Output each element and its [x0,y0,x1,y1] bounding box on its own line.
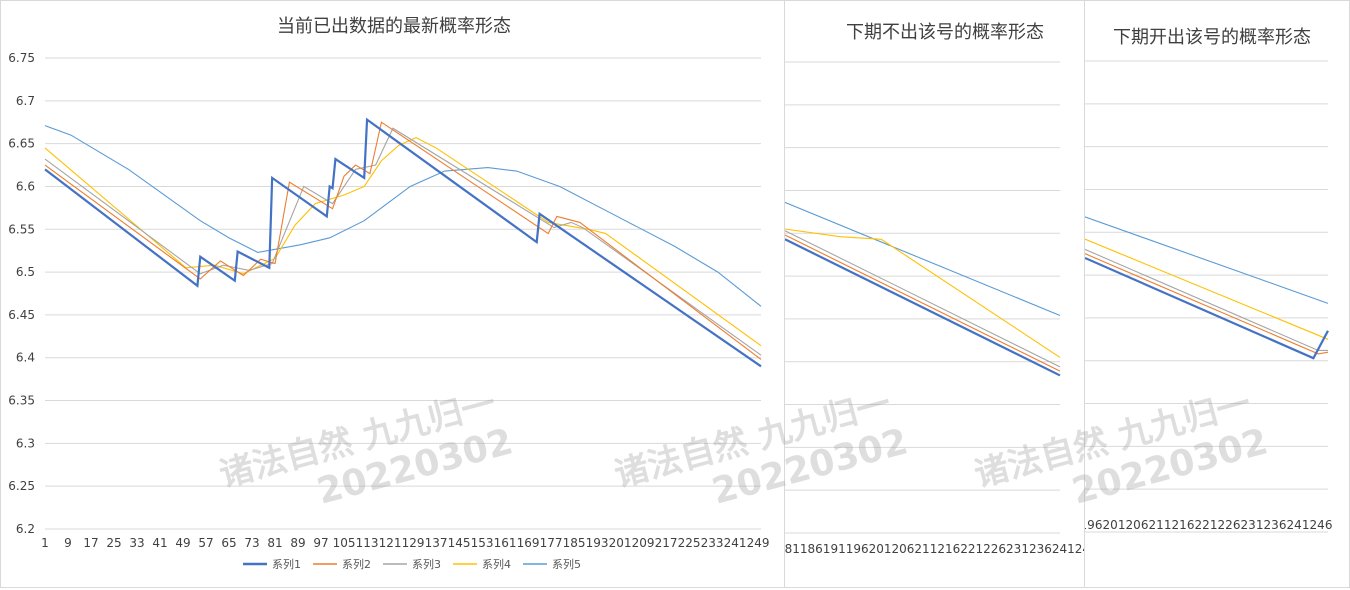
x-tick-label: 249 [747,536,770,550]
x-tick-label: 1811861911962012062112162212262312362412… [785,542,1085,556]
x-tick-label: 231 [1241,518,1264,532]
series-line [44,117,762,368]
x-tick-label: 65 [221,536,236,550]
y-tick-label: 6.45 [8,308,35,322]
legend-label: 系列4 [482,557,511,571]
x-tick-label: 41 [152,536,167,550]
x-tick-label: 17 [83,536,98,550]
x-tick-label: 9 [64,536,72,550]
x-tick-label: 97 [313,536,328,550]
y-tick-label: 6.25 [8,479,35,493]
x-tick-label: 49 [175,536,190,550]
x-tick-label: 241 [724,536,747,550]
x-tick-label: 137 [425,536,448,550]
legend-label: 系列2 [342,557,371,571]
series-line [1085,256,1329,360]
y-tick-label: 6.65 [8,137,35,151]
x-tick-label: 1 [41,536,49,550]
x-tick-label: 211 [1149,518,1172,532]
x-tick-label: 57 [198,536,213,550]
chart-title: 当前已出数据的最新概率形态 [277,16,511,37]
x-tick-label: 246 [1310,518,1333,532]
x-tick-label: 206 [1126,518,1149,532]
series-line [785,238,1061,377]
x-tick-label: 217 [655,536,678,550]
series-line [1085,248,1328,352]
y-tick-label: 6.3 [16,436,35,450]
x-tick-label: 161 [494,536,517,550]
y-tick-label: 6.5 [16,265,35,279]
x-tick-label: 216 [1172,518,1195,532]
x-tick-label: 241 [1287,518,1310,532]
y-tick-label: 6.4 [16,351,35,365]
x-tick-label: 33 [129,536,144,550]
x-tick-label: 105 [333,536,356,550]
x-tick-label: 89 [290,536,305,550]
series-line [44,125,762,307]
x-tick-label: 226 [1218,518,1241,532]
x-tick-label: 209 [632,536,655,550]
x-tick-label: 201 [609,536,632,550]
x-tick-label: 193 [586,536,609,550]
x-tick-label: 121 [379,536,402,550]
x-tick-label: 196 [1085,518,1102,532]
next-hit-chart: 下期开出该号的概率形态 1962012062112162212262312362… [1085,27,1333,533]
chart-title: 下期开出该号的概率形态 [1113,27,1311,48]
chart-title: 下期不出该号的概率形态 [846,22,1044,43]
next-miss-chart: 下期不出该号的概率形态 1811861911962012062112162212… [785,22,1085,556]
x-tick-label: 236 [1264,518,1287,532]
y-tick-label: 6.6 [16,179,35,193]
legend-label: 系列1 [272,557,301,571]
x-tick-label: 25 [106,536,121,550]
legend-label: 系列3 [412,557,441,571]
x-tick-label: 145 [448,536,471,550]
x-tick-label: 169 [517,536,540,550]
next-miss-chart-panel: 下期不出该号的概率形态 1811861911962012062112162212… [785,0,1085,588]
series-line [785,201,1061,316]
series-line [785,228,1061,358]
series-line [1085,253,1329,355]
series-line [785,230,1061,368]
x-tick-label: 153 [471,536,494,550]
y-tick-label: 6.2 [16,522,35,536]
x-tick-label: 129 [402,536,425,550]
x-tick-label: 113 [356,536,379,550]
x-tick-label: 81 [267,536,282,550]
x-tick-label: 221 [1195,518,1218,532]
series-line [1085,216,1329,304]
main-chart: 当前已出数据的最新概率形态 6.2 6.25 6.3 6.35 6.4 6.45 6.5 6.… [8,16,770,571]
series-line [785,234,1061,372]
x-tick-label: 177 [540,536,563,550]
y-tick-label: 6.55 [8,222,35,236]
x-tick-label: 201 [1103,518,1126,532]
series-line [1085,238,1329,340]
y-tick-label: 6.7 [16,94,35,108]
legend-label: 系列5 [552,557,581,571]
y-tick-label: 6.35 [8,394,35,408]
y-tick-label: 6.75 [8,51,35,65]
series-line [44,121,762,360]
x-tick-label: 225 [678,536,701,550]
x-tick-label: 73 [244,536,259,550]
series-line [44,127,762,356]
x-tick-label: 185 [563,536,586,550]
next-hit-chart-panel: 下期开出该号的概率形态 1962012062112162212262312362… [1085,0,1350,588]
main-chart-panel: 当前已出数据的最新概率形态 6.2 6.25 6.3 6.35 6.4 6.45 6.5 6.… [0,0,785,588]
x-tick-label: 233 [701,536,724,550]
